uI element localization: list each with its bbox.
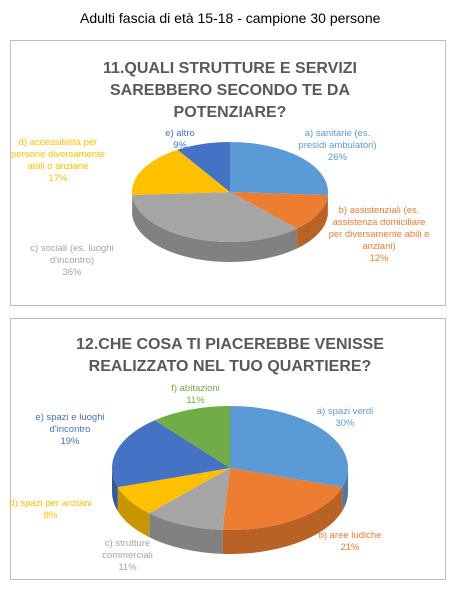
- slice-side: [222, 487, 343, 554]
- slice: [177, 142, 230, 192]
- category-label: c) sociali (es. luoghi d'incontro): [30, 243, 114, 266]
- category-label: c) strutture commerciali: [102, 538, 153, 561]
- slice: [230, 406, 348, 488]
- slice-label: c) strutture commerciali 11%: [80, 538, 175, 574]
- value-label: 21%: [340, 542, 360, 553]
- slice-label: d) spazi per anziani 8%: [8, 498, 93, 522]
- value-label: 8%: [43, 510, 58, 521]
- slice-label: a) sanitarie (es. presidi ambulatori) 26%: [290, 128, 385, 164]
- slice-label: e) spazi e luoghi d'incontro 19%: [20, 412, 120, 448]
- slice: [132, 192, 298, 242]
- value-label: 11%: [186, 395, 205, 406]
- slice-label: e) altro 9%: [148, 128, 212, 152]
- chart-title: 12.CHE COSA TI PIACEREBBE VENISSE REALIZ…: [76, 336, 384, 375]
- value-label: 36%: [62, 267, 82, 278]
- slice-side: [117, 487, 150, 538]
- slice-label: d) accessibilità per persone diversament…: [8, 137, 108, 185]
- slice-side: [112, 468, 118, 512]
- slice-label: a) spazi verdi 30%: [300, 406, 390, 430]
- value-label: 17%: [48, 173, 68, 184]
- category-label: a) sanitarie (es. presidi ambulatori): [298, 128, 377, 151]
- value-label: 30%: [335, 418, 355, 429]
- slice: [111, 420, 230, 488]
- slice: [149, 468, 230, 530]
- value-label: 11%: [118, 562, 137, 573]
- value-label: 19%: [60, 436, 80, 447]
- category-label: e) spazi e luoghi d'incontro: [35, 412, 105, 435]
- slice: [131, 149, 230, 196]
- value-label: 12%: [369, 253, 389, 264]
- chart-frame: [10, 40, 446, 306]
- slice: [154, 406, 230, 468]
- slice-label: b) assistenziali (es. assistenza domicil…: [325, 205, 433, 265]
- slice-label: b) aree ludiche 21%: [300, 530, 400, 554]
- slice: [230, 142, 328, 196]
- slice-side: [297, 195, 328, 249]
- slice: [230, 192, 328, 229]
- slice-side: [342, 468, 348, 512]
- slice-label: f) abitazioni 11%: [158, 383, 233, 407]
- category-label: b) aree ludiche: [318, 530, 382, 541]
- chart-frame: [10, 318, 446, 580]
- category-label: d) accessibilità per persone diversament…: [11, 137, 105, 172]
- slice-side: [132, 195, 298, 262]
- chart-title: 11.QUALI STRUTTURE E SERVIZI SAREBBERO S…: [103, 60, 357, 121]
- slice-label: c) sociali (es. luoghi d'incontro) 36%: [22, 243, 122, 279]
- category-label: f) abitazioni: [171, 383, 220, 394]
- category-label: e) altro: [165, 128, 195, 139]
- slice: [222, 468, 343, 531]
- value-label: 9%: [173, 140, 187, 151]
- value-label: 26%: [327, 152, 347, 163]
- header-title: Adulti fascia di età 15-18 - campione 30…: [80, 10, 381, 26]
- slice-side: [149, 513, 223, 554]
- category-label: d) spazi per anziani: [9, 498, 92, 509]
- category-label: a) spazi verdi: [316, 406, 374, 417]
- slice: [117, 468, 230, 514]
- category-label: b) assistenziali (es. assistenza domicil…: [328, 205, 430, 252]
